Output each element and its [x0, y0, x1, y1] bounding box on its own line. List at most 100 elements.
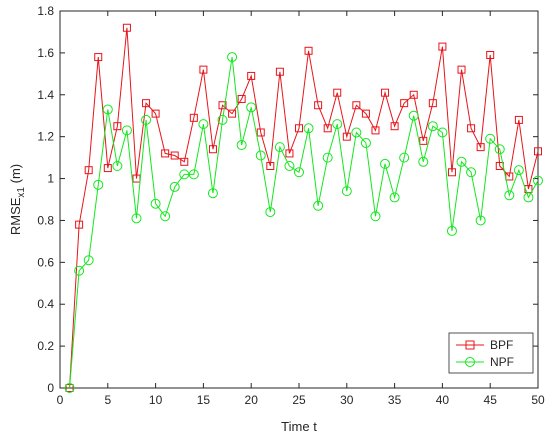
point-bpf-30	[342, 132, 351, 141]
point-bpf-15	[199, 65, 208, 74]
point-npf-9	[141, 114, 152, 125]
point-npf-1	[64, 383, 75, 393]
legend-label-bpf: BPF	[490, 338, 513, 352]
point-bpf-24	[285, 149, 294, 158]
point-npf-20	[246, 102, 257, 113]
x-tick-label-4: 20	[245, 393, 259, 407]
x-tick-label-7: 35	[388, 393, 402, 407]
point-bpf-17	[218, 101, 227, 110]
legend-marker-npf	[465, 357, 475, 367]
point-npf-27	[313, 200, 324, 211]
x-tick-label-3: 15	[197, 393, 211, 407]
point-bpf-48	[514, 115, 523, 124]
point-npf-28	[322, 152, 333, 163]
y-tick-label-2: 0.4	[37, 297, 54, 311]
x-tick-label-1: 5	[104, 393, 111, 407]
x-tick-label-6: 30	[340, 393, 354, 407]
point-bpf-20	[247, 71, 256, 80]
point-bpf-3	[84, 166, 93, 175]
series-line-npf	[69, 57, 539, 389]
y-tick-label-7: 1.4	[37, 88, 54, 102]
point-bpf-16	[208, 145, 217, 154]
point-npf-47	[504, 190, 515, 201]
point-npf-2	[74, 265, 85, 276]
y-axis-title-unit: (m)	[8, 164, 23, 187]
x-tick-label-0: 0	[57, 393, 64, 407]
point-npf-48	[513, 165, 524, 176]
point-npf-6	[112, 160, 123, 171]
x-tick-label-8: 40	[436, 393, 450, 407]
point-npf-10	[150, 198, 161, 209]
point-npf-34	[380, 158, 391, 169]
point-npf-35	[389, 192, 400, 203]
point-bpf-23	[275, 67, 284, 76]
point-npf-31	[351, 127, 362, 138]
point-bpf-32	[361, 109, 370, 118]
point-bpf-7	[122, 23, 131, 32]
point-npf-5	[102, 104, 113, 115]
x-tick-label-10: 50	[531, 393, 545, 407]
x-tick-label-9: 45	[484, 393, 498, 407]
point-npf-43	[466, 167, 477, 178]
point-npf-41	[446, 225, 457, 236]
point-npf-23	[274, 142, 285, 153]
point-bpf-50	[534, 147, 542, 156]
point-npf-42	[456, 156, 467, 167]
y-tick-label-9: 1.8	[37, 4, 54, 18]
point-bpf-39	[428, 99, 437, 108]
point-npf-30	[341, 186, 352, 197]
point-npf-7	[121, 125, 132, 136]
point-bpf-41	[447, 168, 456, 177]
point-npf-25	[294, 167, 304, 178]
point-npf-12	[169, 181, 180, 192]
point-npf-33	[370, 211, 381, 222]
point-bpf-5	[103, 164, 112, 173]
point-bpf-25	[295, 124, 303, 133]
point-bpf-2	[75, 220, 84, 229]
point-npf-18	[227, 52, 238, 63]
point-bpf-37	[409, 90, 418, 99]
y-tick-label-6: 1.2	[37, 130, 54, 144]
point-bpf-45	[486, 50, 495, 59]
point-npf-3	[83, 255, 94, 266]
point-bpf-22	[266, 161, 275, 170]
point-bpf-28	[323, 124, 332, 133]
point-bpf-44	[476, 143, 485, 152]
legend-label-npf: NPF	[490, 355, 514, 369]
point-npf-13	[179, 169, 190, 180]
point-bpf-29	[333, 88, 342, 97]
point-bpf-12	[170, 151, 179, 160]
point-npf-36	[399, 152, 410, 163]
point-bpf-18	[228, 109, 237, 118]
point-bpf-11	[161, 149, 170, 158]
point-bpf-33	[371, 126, 380, 135]
y-tick-label-0: 0	[47, 381, 54, 395]
y-axis-title-subscript: x1	[16, 187, 27, 198]
point-npf-49	[523, 192, 534, 203]
legend-item-bpf: BPF	[456, 338, 513, 352]
point-bpf-31	[352, 101, 361, 110]
point-npf-29	[332, 119, 343, 130]
point-bpf-35	[390, 122, 399, 131]
point-npf-38	[418, 156, 429, 167]
point-bpf-26	[304, 46, 313, 55]
x-axis-title: Time t	[281, 419, 317, 434]
point-bpf-27	[314, 101, 323, 110]
point-bpf-4	[94, 53, 103, 62]
point-bpf-13	[180, 157, 189, 166]
axis-ticks: 0 5 10 15 20 25 30 35 40 45 50 0 0.2 0.4 0.6 0.8 1 1.2 1.4…	[37, 4, 545, 407]
point-bpf-40	[438, 42, 447, 51]
point-bpf-19	[237, 94, 246, 103]
point-npf-19	[236, 140, 247, 151]
point-bpf-14	[189, 113, 198, 122]
point-npf-17	[217, 114, 228, 125]
point-npf-46	[494, 144, 505, 155]
y-tick-label-3: 0.6	[37, 255, 54, 269]
point-npf-15	[198, 119, 209, 130]
point-npf-22	[265, 207, 276, 218]
y-tick-label-8: 1.6	[37, 46, 54, 60]
legend: BPF NPF	[448, 332, 534, 374]
point-npf-45	[485, 133, 496, 144]
series-line-bpf	[69, 27, 539, 389]
point-bpf-9	[142, 99, 151, 108]
